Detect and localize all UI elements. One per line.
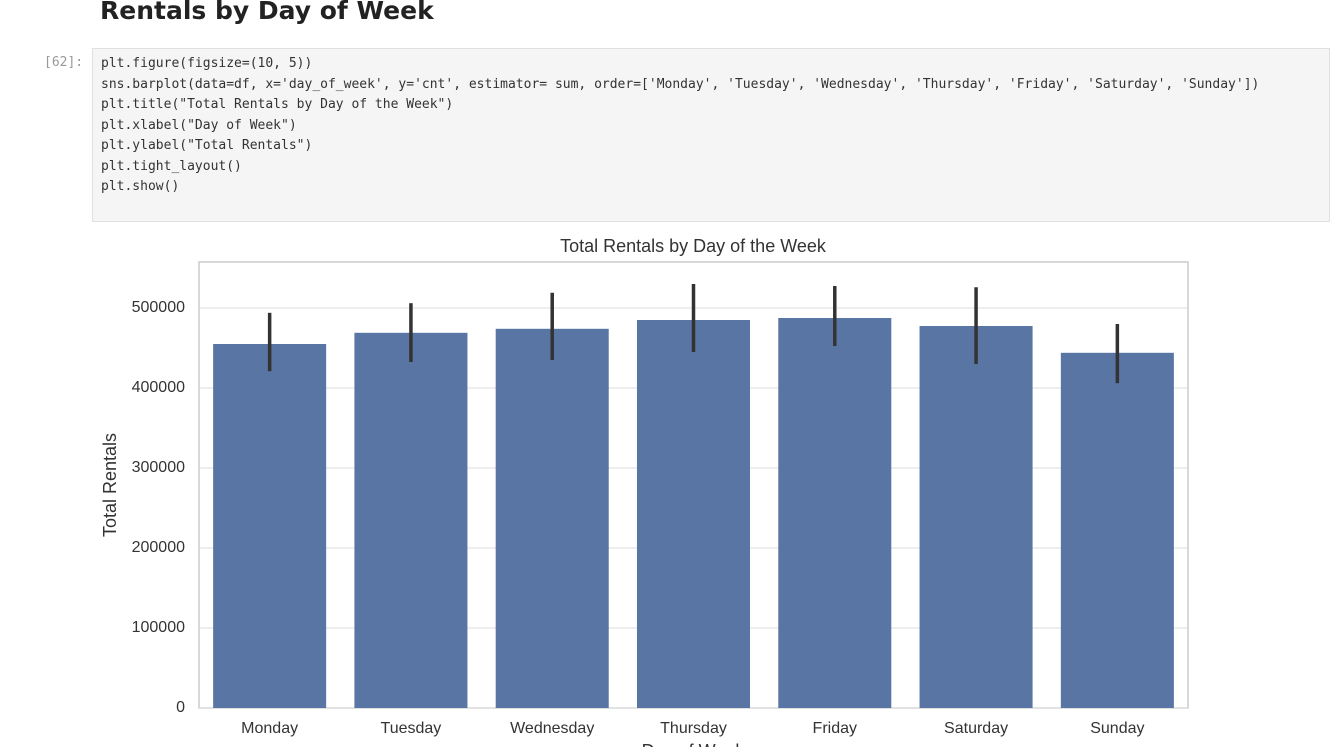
y-tick-label: 500000 xyxy=(132,299,185,316)
code-line: plt.ylabel("Total Rentals") xyxy=(101,138,313,153)
bar xyxy=(354,332,468,708)
code-line: plt.xlabel("Day of Week") xyxy=(101,117,297,133)
y-tick-label: 100000 xyxy=(132,619,185,636)
code: plt.figure(figsize=(10, 5)) sns.barplot(d… xyxy=(101,54,1259,198)
chart: Total Rentals by Day of the Week Total R… xyxy=(100,236,1189,747)
bar xyxy=(919,326,1033,708)
code-line: plt.tight_layout() xyxy=(101,158,242,174)
x-tick-label: Monday xyxy=(241,720,298,737)
code-line: plt.show() xyxy=(101,179,180,194)
y-tick-label: 200000 xyxy=(132,539,185,556)
y-axis-label: Total Rentals xyxy=(100,433,120,537)
heading: Rentals by Day of Week xyxy=(100,0,434,25)
x-tick-label: Sunday xyxy=(1090,720,1144,737)
x-tick-label: Wednesday xyxy=(510,720,594,737)
x-tick-label: Saturday xyxy=(944,720,1008,737)
code-line: plt.figure(figsize=(10, 5)) xyxy=(101,56,313,71)
y-tick-label: 0 xyxy=(176,699,185,716)
code-line: plt.title("Total Rentals by Day of the W… xyxy=(101,97,454,112)
x-axis-label: Day of Week xyxy=(642,741,746,747)
y-tick-label: 400000 xyxy=(132,379,185,396)
x-tick-label: Thursday xyxy=(660,720,727,737)
bar xyxy=(213,344,327,708)
bar xyxy=(778,318,892,708)
x-tick-label: Tuesday xyxy=(381,720,442,737)
x-tick-label: Friday xyxy=(813,720,857,737)
y-tick-label: 300000 xyxy=(132,459,185,476)
bar xyxy=(636,320,751,708)
code-cell[interactable]: plt.figure(figsize=(10, 5)) sns.barplot(d… xyxy=(92,48,1330,222)
bar xyxy=(1060,352,1174,708)
code-line: sns.barplot(data=df, x='day_of_week', y=… xyxy=(101,76,1260,92)
bar xyxy=(495,328,609,708)
prompt: [62]: xyxy=(44,55,84,70)
chart-title: Total Rentals by Day of the Week xyxy=(560,236,827,256)
